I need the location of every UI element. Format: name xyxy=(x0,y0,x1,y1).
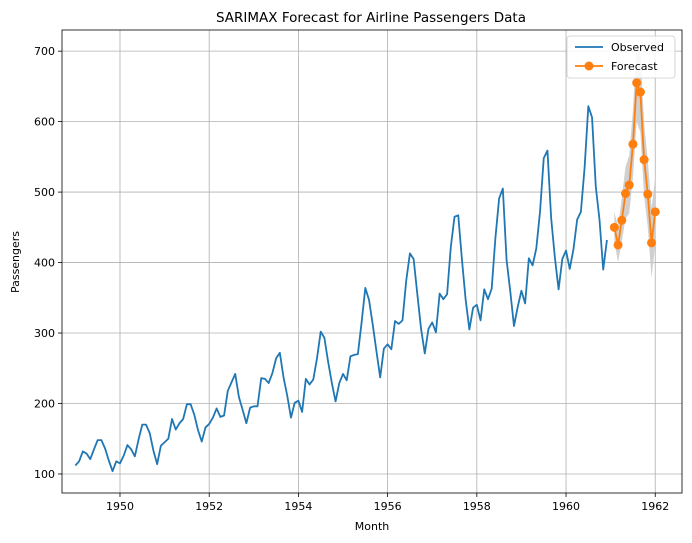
x-axis-ticks: 1950 1952 1954 1956 1958 1960 1962 xyxy=(106,493,669,513)
forecast-point xyxy=(628,139,638,149)
observed-line xyxy=(74,105,608,473)
forecast-point xyxy=(624,180,634,190)
series-lines-group xyxy=(74,78,660,473)
x-tick-label: 1956 xyxy=(374,500,402,513)
y-tick-label: 300 xyxy=(34,327,55,340)
forecast-point xyxy=(635,87,645,97)
forecast-point xyxy=(650,207,660,217)
chart-title: SARIMAX Forecast for Airline Passengers … xyxy=(216,10,526,26)
y-axis-label: Passengers xyxy=(9,231,22,293)
plot-frame xyxy=(61,29,683,494)
forecast-point xyxy=(617,215,627,225)
y-tick-label: 400 xyxy=(34,257,55,270)
forecast-point xyxy=(613,240,623,250)
y-tick-label: 100 xyxy=(34,468,55,481)
x-tick-label: 1962 xyxy=(641,500,669,513)
x-tick-label: 1960 xyxy=(552,500,580,513)
y-tick-label: 500 xyxy=(34,186,55,199)
x-tick-label: 1952 xyxy=(195,500,223,513)
y-tick-label: 600 xyxy=(34,116,55,129)
legend-observed-label: Observed xyxy=(611,41,664,54)
forecast-point xyxy=(643,189,653,199)
x-tick-label: 1958 xyxy=(463,500,491,513)
y-tick-label: 200 xyxy=(34,398,55,411)
x-tick-label: 1950 xyxy=(106,500,134,513)
forecast-point xyxy=(632,78,642,88)
y-axis-ticks: 100 200 300 400 500 600 700 xyxy=(34,45,62,481)
forecast-point xyxy=(609,222,619,232)
grid-lines xyxy=(62,30,682,493)
legend-forecast-marker xyxy=(584,61,594,71)
y-tick-label: 700 xyxy=(34,45,55,58)
x-tick-label: 1954 xyxy=(284,500,312,513)
legend-forecast-label: Forecast xyxy=(611,60,658,73)
x-axis-label: Month xyxy=(355,520,390,533)
legend: Observed Forecast xyxy=(566,35,676,79)
forecast-point xyxy=(620,188,630,198)
forecast-point xyxy=(639,155,649,165)
forecast-point xyxy=(647,238,657,248)
